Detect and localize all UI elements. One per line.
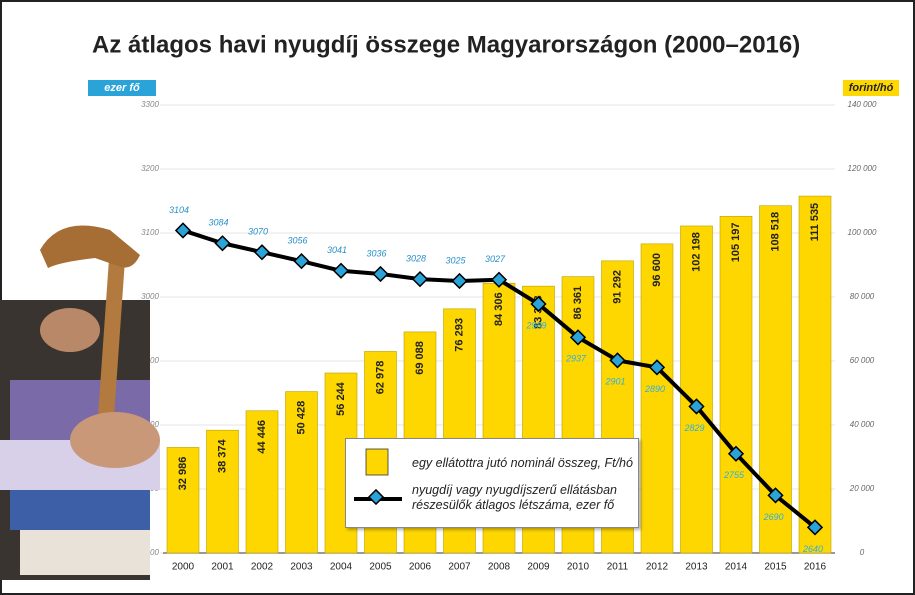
- chart-title: Az átlagos havi nyugdíj összege Magyaror…: [92, 31, 800, 58]
- bar-value-label: 62 978: [374, 361, 386, 395]
- bar-value-label: 91 292: [611, 270, 623, 304]
- bar-value-label: 105 197: [730, 222, 742, 262]
- x-tick-label: 2014: [725, 562, 748, 573]
- line-value-label: 3104: [169, 205, 189, 215]
- y2-tick-label: 20 000: [849, 484, 875, 493]
- line-value-label: 3041: [327, 245, 347, 255]
- bar-value-label: 84 306: [493, 292, 505, 326]
- line-value-label: 2890: [644, 384, 665, 394]
- x-tick-label: 2006: [409, 562, 432, 573]
- y2-tick-label: 80 000: [850, 292, 875, 301]
- x-tick-label: 2013: [685, 562, 708, 573]
- y2-tick-label: 60 000: [850, 356, 875, 365]
- y-tick-label: 3300: [141, 100, 159, 109]
- x-tick-label: 2000: [172, 562, 195, 573]
- page: {"chart_data": {"type": "combo", "title"…: [0, 0, 915, 595]
- line-value-label: 3070: [248, 227, 268, 237]
- bar-value-label: 50 428: [295, 401, 307, 435]
- x-tick-label: 2016: [804, 562, 827, 573]
- line-value-label: 2690: [762, 512, 783, 522]
- x-tick-label: 2007: [448, 562, 471, 573]
- bar-value-label: 111 535: [809, 203, 821, 242]
- x-tick-label: 2001: [211, 562, 234, 573]
- bar: [641, 244, 673, 553]
- legend-entry: egy ellátottra jutó nominál összeg, Ft/h…: [412, 456, 634, 471]
- x-tick-label: 2010: [567, 562, 590, 573]
- y2-axis-label: forint/hó: [849, 82, 894, 94]
- bar-value-label: 32 986: [177, 457, 189, 491]
- bar-value-label: 56 244: [335, 381, 347, 416]
- y2-tick-label: 100 000: [848, 228, 877, 237]
- bar-value-label: 69 088: [414, 341, 426, 375]
- line-value-label: 2829: [683, 423, 704, 433]
- x-tick-label: 2003: [290, 562, 313, 573]
- x-tick-label: 2005: [369, 562, 392, 573]
- y-tick-label: 3100: [141, 228, 159, 237]
- x-tick-label: 2015: [764, 562, 787, 573]
- line-value-label: 3084: [208, 218, 228, 228]
- line-value-label: 2640: [802, 544, 823, 554]
- y-tick-label: 3200: [141, 164, 159, 173]
- line-value-label: 3028: [406, 253, 426, 263]
- bar: [799, 196, 831, 553]
- bar-value-label: 108 518: [769, 212, 781, 252]
- legend-keys: [346, 439, 406, 527]
- x-tick-label: 2012: [646, 562, 669, 573]
- line-value-label: 3036: [366, 248, 386, 258]
- bar-value-label: 86 361: [572, 286, 584, 320]
- line-value-label: 3056: [287, 236, 307, 246]
- legend: egy ellátottra jutó nominál összeg, Ft/h…: [345, 438, 639, 528]
- line-value-label: 2755: [723, 470, 745, 480]
- legend-entry: nyugdíj vagy nyugdíjszerű ellátásban rés…: [412, 483, 634, 513]
- x-tick-label: 2009: [527, 562, 550, 573]
- legend-marker: [369, 490, 383, 504]
- bar: [681, 226, 713, 553]
- line-value-label: 2989: [525, 320, 546, 330]
- y2-tick-label: 40 000: [850, 420, 875, 429]
- bar-value-label: 38 374: [216, 439, 228, 474]
- y2-tick-label: 0: [860, 548, 865, 557]
- line-value-label: 3025: [445, 255, 466, 265]
- x-tick-label: 2011: [607, 562, 629, 573]
- bar: [720, 216, 752, 553]
- bar-value-label: 102 198: [690, 232, 702, 272]
- x-tick-label: 2002: [251, 562, 274, 573]
- y-axis-label: ezer fő: [104, 82, 140, 94]
- x-tick-label: 2008: [488, 562, 511, 573]
- y2-tick-label: 140 000: [848, 100, 877, 109]
- legend-bar-key: [366, 449, 388, 475]
- y-tick-label: 3000: [141, 292, 159, 301]
- bar-value-label: 44 446: [256, 420, 268, 454]
- bar-value-label: 96 600: [651, 253, 663, 287]
- line-value-label: 2901: [604, 377, 625, 387]
- line-value-label: 3027: [485, 254, 506, 264]
- x-tick-label: 2004: [330, 562, 353, 573]
- line-value-label: 2937: [565, 354, 587, 364]
- bar-value-label: 76 293: [453, 318, 465, 352]
- y2-tick-label: 120 000: [848, 164, 877, 173]
